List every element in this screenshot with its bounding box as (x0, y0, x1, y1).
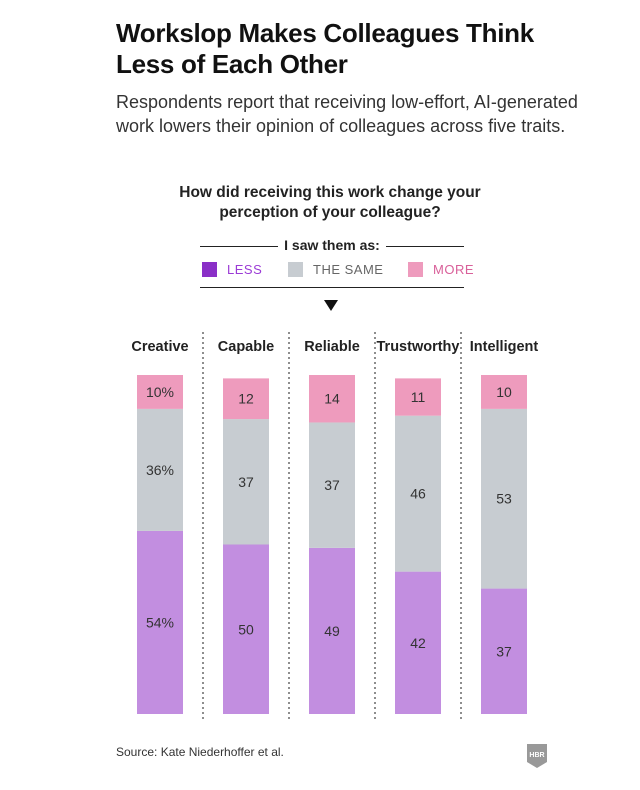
legend-item-more: MORE (408, 261, 474, 277)
category-label: Capable (218, 339, 274, 355)
data-label-same: 36% (146, 462, 174, 478)
legend-title: I saw them as: (278, 237, 386, 253)
data-label-more: 10% (146, 384, 174, 400)
category-label: Intelligent (470, 339, 539, 355)
bar-segment-more (137, 375, 183, 409)
data-label-more: 11 (411, 389, 426, 405)
legend-swatch-same (288, 261, 303, 277)
bar-segment-less (223, 544, 269, 714)
legend-bottom-rule (200, 287, 464, 288)
category-label: Creative (131, 339, 188, 355)
data-label-same: 37 (238, 474, 254, 490)
legend-label-same: THE SAME (313, 261, 384, 277)
bar-segment-same (395, 415, 441, 572)
bar-segment-more (395, 378, 441, 416)
bar-segment-more (481, 375, 527, 409)
bar-segment-less (309, 547, 355, 714)
stacked-bar-chart: Creative 54% 36% 10% Capable 50 37 12 Reliable 49… (131, 332, 539, 720)
down-arrow-icon (324, 300, 338, 311)
data-label-same: 46 (410, 486, 426, 502)
bar-segment-less (395, 571, 441, 714)
legend-item-less: LESS (202, 261, 262, 277)
data-label-same: 37 (324, 477, 340, 493)
hbr-logo-shield (527, 744, 547, 768)
category-label: Reliable (304, 339, 360, 355)
bar-segment-more (309, 375, 355, 423)
survey-question: How did receiving this work change your … (179, 184, 481, 221)
legend-title-wrap: I saw them as: (200, 237, 464, 253)
data-label-less: 50 (238, 621, 254, 637)
legend-label-more: MORE (433, 261, 474, 277)
source-note: Source: Kate Niederhoffer et al. (116, 745, 284, 759)
data-label-more: 12 (238, 391, 254, 407)
data-label-more: 10 (496, 384, 512, 400)
data-label-less: 37 (496, 643, 512, 659)
chart-subtitle: Respondents report that receiving low-ef… (116, 92, 578, 136)
bar-segment-same (309, 422, 355, 548)
data-label-less: 42 (410, 635, 426, 651)
bar-segment-less (137, 530, 183, 714)
legend-label-less: LESS (227, 261, 263, 277)
bar-segment-more (223, 378, 269, 420)
data-label-less: 54% (146, 614, 174, 630)
legend-swatch-less (202, 261, 217, 277)
bar-segment-same (137, 408, 183, 531)
legend-item-same: THE SAME (288, 261, 383, 277)
bar-segment-same (223, 419, 269, 545)
bar-segment-same (481, 408, 527, 589)
hbr-logo-text: HBR (529, 752, 544, 759)
data-label-more: 14 (324, 391, 340, 407)
bar-segment-less (481, 588, 527, 714)
chart-title: Workslop Makes Colleagues Think Less of … (116, 18, 534, 79)
data-label-less: 49 (324, 623, 340, 639)
category-label: Trustworthy (377, 339, 460, 355)
data-label-same: 53 (496, 491, 512, 507)
legend-swatch-more (408, 261, 423, 277)
hbr-logo: HBR (527, 744, 547, 768)
